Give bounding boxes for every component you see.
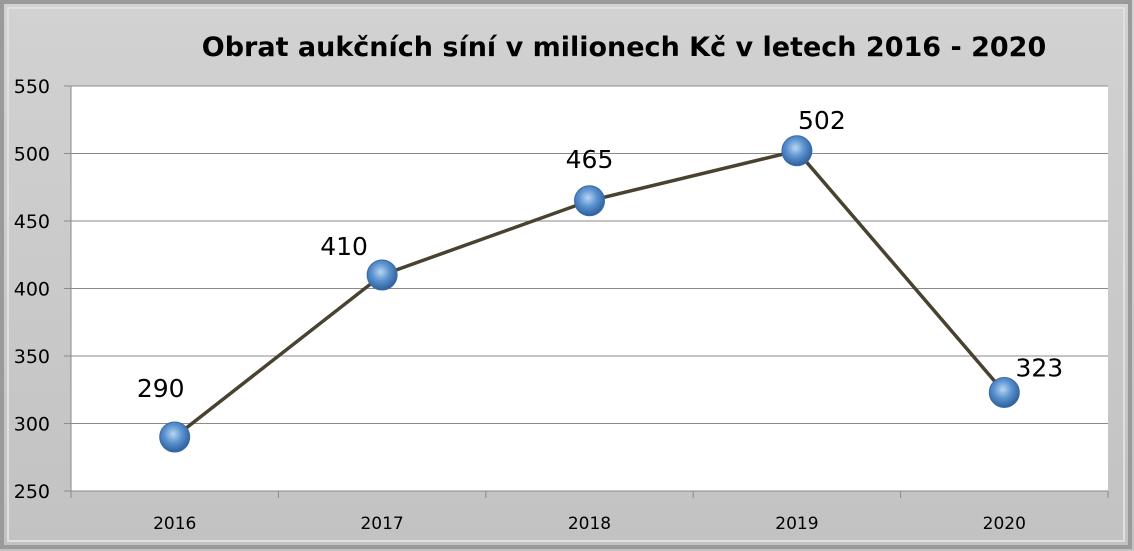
y-tick-label: 450 — [14, 211, 50, 233]
y-tick-label: 350 — [14, 346, 50, 368]
y-tick-label: 500 — [14, 144, 50, 166]
data-point-marker — [574, 185, 605, 217]
y-tick-label: 550 — [14, 76, 50, 98]
data-label: 323 — [1015, 353, 1063, 382]
x-tick-label: 2018 — [568, 514, 611, 534]
data-point-marker — [988, 376, 1020, 408]
y-tick-label: 300 — [14, 414, 50, 436]
chart-bevel-inner — [7, 7, 1125, 542]
data-label: 410 — [320, 232, 368, 261]
x-tick-label: 2016 — [153, 514, 196, 534]
data-point-marker — [781, 135, 813, 167]
y-tick-label: 250 — [14, 481, 50, 503]
data-label: 290 — [137, 374, 185, 403]
data-point-marker — [159, 421, 191, 453]
x-tick-label: 2017 — [360, 514, 403, 534]
chart-title: Obrat aukčních síní v milionech Kč v let… — [202, 32, 1046, 63]
x-tick-label: 2019 — [775, 514, 818, 534]
data-point-marker — [366, 259, 398, 291]
y-tick-label: 400 — [14, 279, 50, 301]
data-label: 502 — [798, 106, 846, 135]
x-tick-label: 2020 — [983, 514, 1026, 534]
data-label: 465 — [566, 145, 614, 174]
